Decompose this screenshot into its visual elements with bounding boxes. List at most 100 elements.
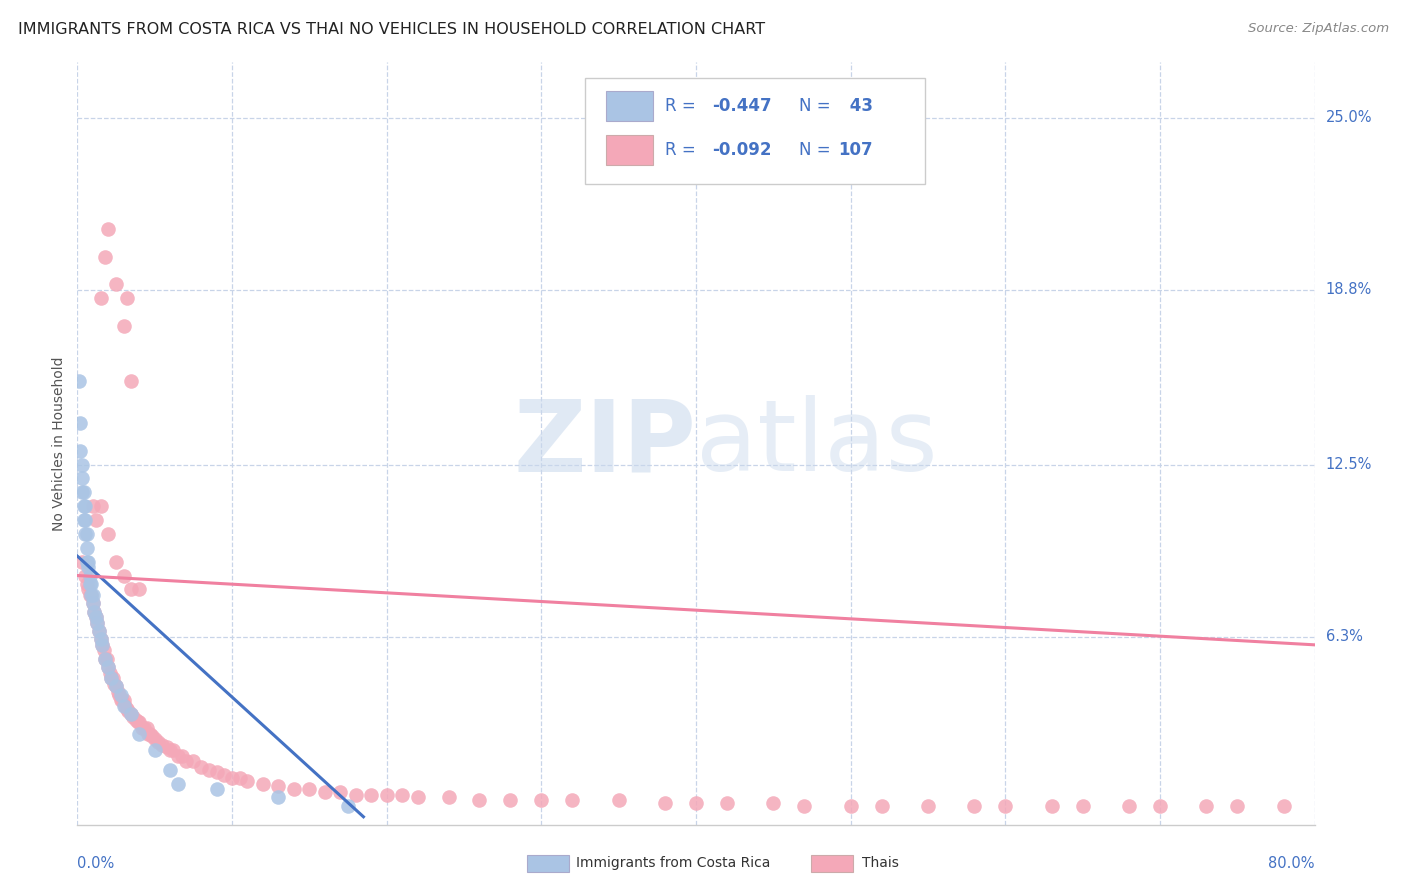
- Point: [870, 798, 893, 813]
- Text: -0.447: -0.447: [711, 97, 772, 115]
- Point: [117, 705, 139, 719]
- Text: 0.0%: 0.0%: [77, 855, 114, 871]
- Point: [107, 685, 129, 699]
- Point: [94, 250, 117, 264]
- Point: [146, 735, 169, 749]
- Point: [267, 779, 290, 793]
- Point: [468, 793, 491, 807]
- Point: [91, 638, 114, 652]
- Point: [77, 555, 100, 569]
- Point: [70, 485, 93, 500]
- Point: [561, 793, 583, 807]
- Point: [97, 660, 120, 674]
- Point: [132, 721, 155, 735]
- Point: [80, 588, 103, 602]
- Point: [79, 568, 101, 582]
- Point: [1195, 798, 1218, 813]
- Point: [75, 568, 96, 582]
- Point: [994, 798, 1017, 813]
- Point: [84, 513, 107, 527]
- Point: [963, 798, 986, 813]
- Point: [94, 651, 117, 665]
- Point: [110, 688, 132, 702]
- Bar: [606, 91, 652, 121]
- Point: [75, 527, 96, 541]
- Point: [87, 624, 110, 638]
- Point: [131, 721, 153, 735]
- Point: [198, 763, 221, 777]
- Text: 25.0%: 25.0%: [1326, 111, 1372, 126]
- Point: [84, 610, 107, 624]
- Point: [121, 582, 143, 597]
- Point: [97, 660, 120, 674]
- Point: [360, 788, 382, 802]
- Point: [72, 485, 94, 500]
- Point: [79, 588, 101, 602]
- Point: [228, 771, 252, 785]
- Point: [77, 582, 100, 597]
- Point: [267, 790, 290, 805]
- Text: atlas: atlas: [696, 395, 938, 492]
- Point: [105, 680, 127, 694]
- Point: [167, 776, 190, 790]
- Point: [70, 458, 93, 472]
- Point: [77, 560, 100, 574]
- Point: [125, 713, 148, 727]
- Point: [76, 541, 98, 555]
- Point: [159, 763, 181, 777]
- Point: [391, 788, 413, 802]
- Point: [1040, 798, 1063, 813]
- Point: [83, 605, 105, 619]
- Point: [84, 610, 107, 624]
- Point: [79, 577, 101, 591]
- Point: [152, 738, 174, 752]
- Text: Thais: Thais: [862, 856, 898, 871]
- Point: [128, 715, 150, 730]
- Point: [221, 771, 243, 785]
- Point: [90, 632, 111, 647]
- Point: [112, 568, 135, 582]
- Point: [762, 796, 785, 810]
- Point: [80, 588, 103, 602]
- Text: 12.5%: 12.5%: [1326, 457, 1372, 472]
- Point: [98, 665, 121, 680]
- Point: [1272, 798, 1295, 813]
- Point: [917, 798, 939, 813]
- Point: [76, 527, 98, 541]
- Point: [172, 748, 194, 763]
- Point: [90, 291, 111, 305]
- Point: [93, 643, 115, 657]
- Point: [94, 651, 117, 665]
- Point: [69, 443, 91, 458]
- Point: [97, 222, 120, 236]
- Point: [76, 577, 98, 591]
- Point: [159, 743, 181, 757]
- Point: [1149, 798, 1171, 813]
- Point: [190, 760, 212, 774]
- Point: [100, 671, 122, 685]
- Point: [654, 796, 676, 810]
- Point: [72, 513, 94, 527]
- Text: R =: R =: [665, 97, 702, 115]
- Point: [174, 754, 197, 768]
- Point: [112, 693, 135, 707]
- Text: 80.0%: 80.0%: [1268, 855, 1315, 871]
- Point: [82, 596, 104, 610]
- Point: [499, 793, 522, 807]
- Point: [90, 632, 111, 647]
- Point: [156, 740, 179, 755]
- Point: [105, 680, 127, 694]
- Point: [214, 768, 236, 782]
- Point: [1226, 798, 1249, 813]
- Point: [685, 796, 707, 810]
- Text: ZIP: ZIP: [513, 395, 696, 492]
- Point: [1118, 798, 1140, 813]
- Point: [139, 726, 162, 740]
- Point: [143, 732, 166, 747]
- Point: [162, 743, 184, 757]
- Text: R =: R =: [665, 141, 702, 159]
- Point: [167, 748, 190, 763]
- Text: Immigrants from Costa Rica: Immigrants from Costa Rica: [576, 856, 770, 871]
- Point: [1071, 798, 1094, 813]
- Point: [337, 798, 360, 813]
